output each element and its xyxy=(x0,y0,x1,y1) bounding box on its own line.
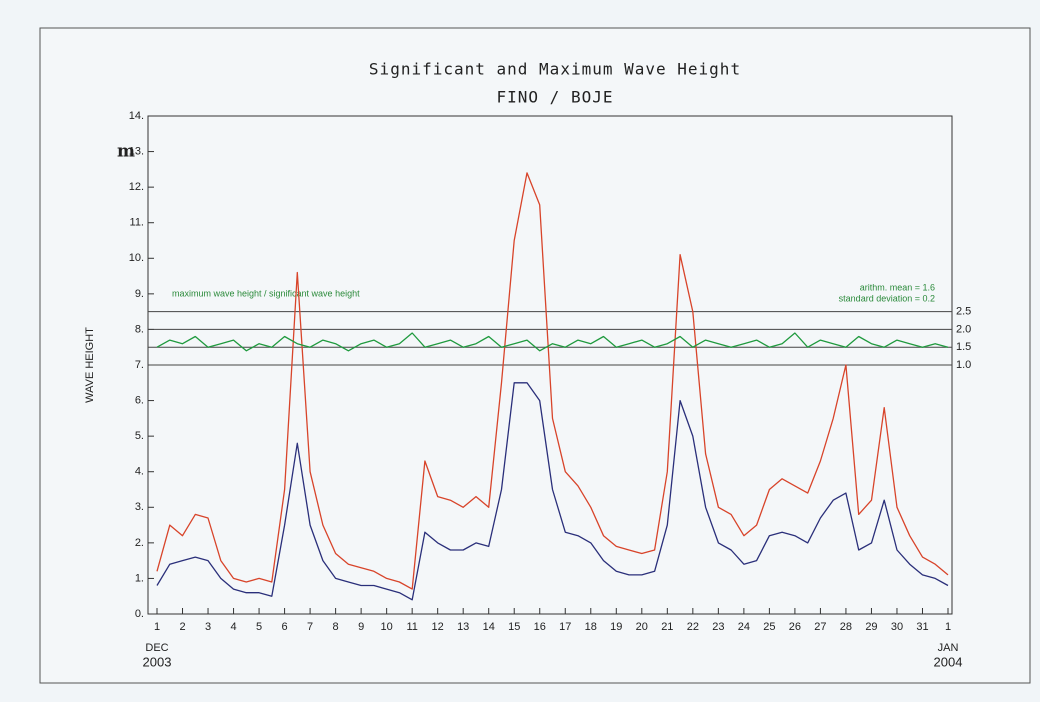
mean-label: arithm. mean = 1.6 xyxy=(860,282,935,292)
x-start-month: DEC xyxy=(145,642,168,654)
chart-title: Significant and Maximum Wave Height xyxy=(369,60,741,79)
x-start-year: 2003 xyxy=(143,654,172,669)
x-tick-label: 7 xyxy=(307,621,313,633)
y-tick-label: 5. xyxy=(135,430,144,442)
x-tick-label: 16 xyxy=(534,621,546,633)
x-tick-label: 19 xyxy=(610,621,622,633)
x-tick-label: 13 xyxy=(457,621,469,633)
x-tick-label: 2 xyxy=(179,621,185,633)
y2-tick-label: 2.0 xyxy=(956,323,971,335)
x-tick-label: 22 xyxy=(687,621,699,633)
x-tick-label: 15 xyxy=(508,621,520,633)
frame xyxy=(39,27,1031,684)
y-tick-label: 13. xyxy=(129,145,144,157)
x-tick-label: 1 xyxy=(945,621,951,633)
y-tick-label: 8. xyxy=(135,323,144,335)
x-tick-label: 24 xyxy=(738,621,750,633)
x-tick-label: 11 xyxy=(406,621,417,633)
y-tick-label: 7. xyxy=(135,359,144,371)
sd-label: standard deviation = 0.2 xyxy=(839,293,935,303)
y2-tick-label: 1.0 xyxy=(956,359,971,371)
x-tick-label: 21 xyxy=(661,621,673,633)
x-tick-label: 1 xyxy=(154,621,160,633)
ratio-label: maximum wave height / significant wave h… xyxy=(172,288,360,298)
y-tick-label: 10. xyxy=(129,252,144,264)
x-tick-label: 17 xyxy=(559,621,571,633)
y-tick-label: 11. xyxy=(130,217,144,229)
x-tick-label: 12 xyxy=(432,621,444,633)
y-tick-label: 6. xyxy=(135,394,144,406)
y-tick-label: 1. xyxy=(135,572,144,584)
x-tick-label: 28 xyxy=(840,621,852,633)
x-tick-label: 27 xyxy=(814,621,826,633)
x-tick-label: 18 xyxy=(585,621,597,633)
y-tick-label: 14. xyxy=(129,110,144,122)
y-tick-label: 9. xyxy=(135,288,144,300)
y-tick-label: 3. xyxy=(135,501,144,513)
x-tick-label: 9 xyxy=(358,621,364,633)
series-line xyxy=(156,332,949,352)
x-tick-label: 20 xyxy=(636,621,648,633)
y-unit: m xyxy=(117,142,135,162)
x-tick-label: 26 xyxy=(789,621,801,633)
y-axis-label: WAVE HEIGHT xyxy=(84,327,96,403)
x-tick-label: 31 xyxy=(916,621,928,633)
x-tick-label: 10 xyxy=(381,621,393,633)
x-tick-label: 5 xyxy=(256,621,262,633)
y2-tick-label: 1.5 xyxy=(956,341,971,353)
x-tick-label: 29 xyxy=(865,621,877,633)
x-tick-label: 3 xyxy=(205,621,211,633)
x-tick-label: 30 xyxy=(891,621,903,633)
x-end-year: 2004 xyxy=(934,654,963,669)
y-tick-label: 0. xyxy=(135,608,144,620)
y-tick-label: 12. xyxy=(129,181,144,193)
x-tick-label: 4 xyxy=(230,621,236,633)
series-line xyxy=(156,382,949,601)
x-tick-label: 8 xyxy=(333,621,339,633)
x-tick-label: 6 xyxy=(282,621,288,633)
y-tick-label: 2. xyxy=(135,537,144,549)
x-end-month: JAN xyxy=(938,642,959,654)
chart-subtitle: FINO / BOJE xyxy=(497,88,614,107)
series-line xyxy=(156,172,949,590)
x-tick-label: 23 xyxy=(712,621,724,633)
y2-tick-label: 2.5 xyxy=(956,306,971,318)
x-tick-label: 14 xyxy=(483,621,495,633)
x-tick-label: 25 xyxy=(763,621,775,633)
y-tick-label: 4. xyxy=(135,466,144,478)
